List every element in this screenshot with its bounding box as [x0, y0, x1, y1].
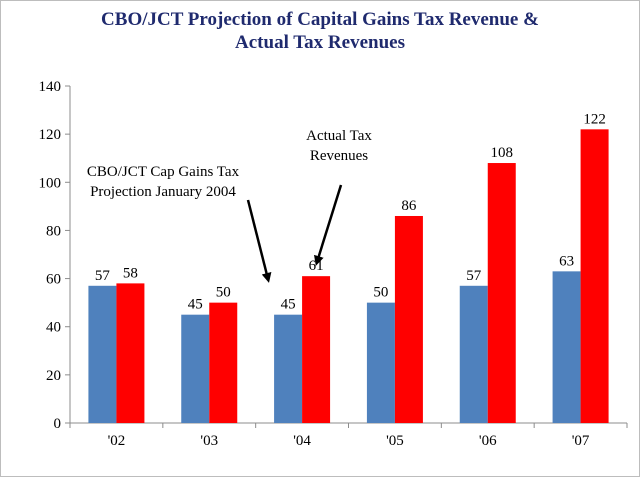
- projection-bar: [88, 285, 117, 423]
- actual-annotation-line-1: Actual Tax: [306, 128, 372, 144]
- y-tick-label: 40: [46, 320, 61, 336]
- projection-data-label: 50: [373, 285, 388, 301]
- actual-bar: [209, 302, 238, 423]
- projection-bar: [366, 302, 395, 423]
- projection-data-label: 57: [95, 268, 111, 284]
- actual-arrow: [314, 184, 343, 266]
- x-tick-label: '07: [572, 433, 590, 449]
- actual-bar: [487, 163, 516, 423]
- x-tick-label: '05: [386, 433, 404, 449]
- chart-title: CBO/JCT Projection of Capital Gains Tax …: [0, 8, 640, 54]
- chart-title-line-1: CBO/JCT Projection of Capital Gains Tax …: [101, 9, 539, 30]
- y-tick-label: 80: [46, 223, 61, 239]
- chart-title-line-2: Actual Tax Revenues: [235, 32, 405, 53]
- actual-data-label: 108: [491, 145, 514, 161]
- y-tick-label: 0: [54, 416, 62, 432]
- y-tick-label: 20: [46, 368, 61, 384]
- x-tick-label: '06: [479, 433, 497, 449]
- actual-bar: [116, 283, 145, 423]
- x-tick-label: '04: [293, 433, 311, 449]
- y-tick-label: 140: [39, 79, 62, 95]
- x-tick-label: '03: [200, 433, 218, 449]
- y-tick-label: 100: [39, 175, 62, 191]
- x-tick-label: '02: [108, 433, 126, 449]
- projection-bar: [459, 285, 488, 423]
- actual-data-label: 86: [401, 198, 417, 214]
- projection-data-label: 45: [188, 297, 203, 313]
- actual-data-label: 58: [123, 265, 138, 281]
- actual-bar: [394, 215, 423, 423]
- projection-arrow: [246, 199, 272, 283]
- projection-data-label: 45: [281, 297, 296, 313]
- projection-data-label: 57: [466, 268, 482, 284]
- actual-data-label: 61: [309, 258, 324, 274]
- actual-bar: [302, 276, 331, 423]
- projection-annotation-line-2: Projection January 2004: [90, 184, 236, 200]
- projection-annotation-line-1: CBO/JCT Cap Gains Tax: [87, 164, 240, 180]
- actual-data-label: 50: [216, 285, 231, 301]
- projection-bar: [552, 271, 581, 423]
- y-tick-label: 60: [46, 272, 61, 288]
- projection-bar: [181, 314, 210, 423]
- actual-annotation-line-2: Revenues: [310, 148, 368, 164]
- actual-data-label: 122: [583, 111, 606, 127]
- y-tick-label: 120: [39, 127, 62, 143]
- actual-bar: [580, 129, 609, 424]
- projection-data-label: 63: [559, 253, 574, 269]
- projection-bar: [274, 314, 303, 423]
